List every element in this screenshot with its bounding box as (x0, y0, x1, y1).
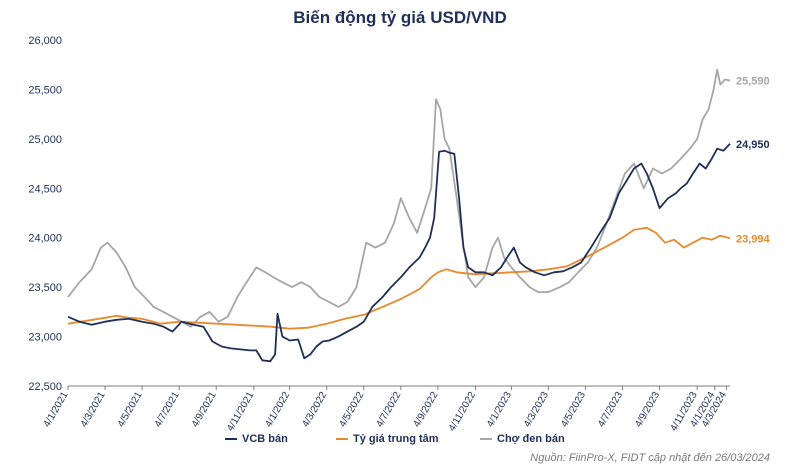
y-tick-label: 22,500 (28, 381, 62, 393)
legend-label-central: Tỷ giá trung tâm (353, 433, 439, 445)
y-tick-label: 25,500 (28, 84, 62, 96)
x-tick-label: 4/1/2023 (485, 390, 514, 430)
legend-swatch-blackmarket (480, 438, 492, 440)
x-tick-label: 4/3/2021 (79, 390, 108, 430)
x-tick-label: 4/1/2021 (42, 390, 71, 430)
y-tick-label: 24,000 (28, 233, 62, 245)
x-tick-label: 4/5/2022 (337, 390, 366, 430)
x-tick-label: 4/9/2021 (190, 390, 219, 430)
x-tick-label: 4/1/2022 (263, 390, 292, 430)
legend-label-blackmarket: Chợ đen bán (497, 433, 565, 445)
y-tick-label: 24,500 (28, 183, 62, 195)
end-label-vcb: 24,950 (736, 139, 770, 151)
legend-item-blackmarket: Chợ đen bán (480, 433, 565, 445)
legend-item-central: Tỷ giá trung tâm (336, 433, 439, 445)
x-tick-label: 4/7/2021 (153, 390, 182, 430)
y-tick-label: 26,000 (28, 35, 62, 47)
x-tick-label: 4/11/2021 (225, 390, 257, 434)
x-tick-label: 4/5/2023 (559, 390, 588, 430)
series-line-blackmarket (67, 68, 731, 328)
y-tick-label: 23,000 (28, 332, 62, 344)
x-tick-label: 4/9/2023 (633, 390, 662, 430)
y-tick-label: 25,000 (28, 134, 62, 146)
legend-label-vcb: VCB bán (242, 433, 288, 445)
x-tick-label: 4/9/2022 (411, 390, 440, 430)
legend-item-vcb: VCB bán (225, 433, 288, 445)
x-tick-label: 4/3/2022 (300, 390, 329, 430)
legend: VCB bán Tỷ giá trung tâm Chợ đen bán (0, 433, 800, 451)
legend-swatch-vcb (225, 438, 237, 440)
end-label-central: 23,994 (736, 233, 771, 245)
chart-title: Biến động tỷ giá USD/VND (293, 8, 507, 27)
x-tick-label: 4/3/2023 (522, 390, 551, 430)
x-tick-label: 4/5/2021 (116, 390, 145, 430)
source-note: Nguồn: FiinPro-X, FIDT cập nhật đến 26/0… (530, 452, 770, 464)
x-tick-label: 4/7/2022 (374, 390, 403, 430)
x-tick-label: 4/11/2022 (447, 390, 479, 434)
series-line-vcb (67, 143, 731, 363)
legend-swatch-central (336, 438, 348, 440)
end-label-blackmarket: 25,590 (736, 76, 770, 88)
y-tick-label: 23,500 (28, 282, 62, 294)
x-tick-label: 4/7/2023 (596, 390, 625, 430)
